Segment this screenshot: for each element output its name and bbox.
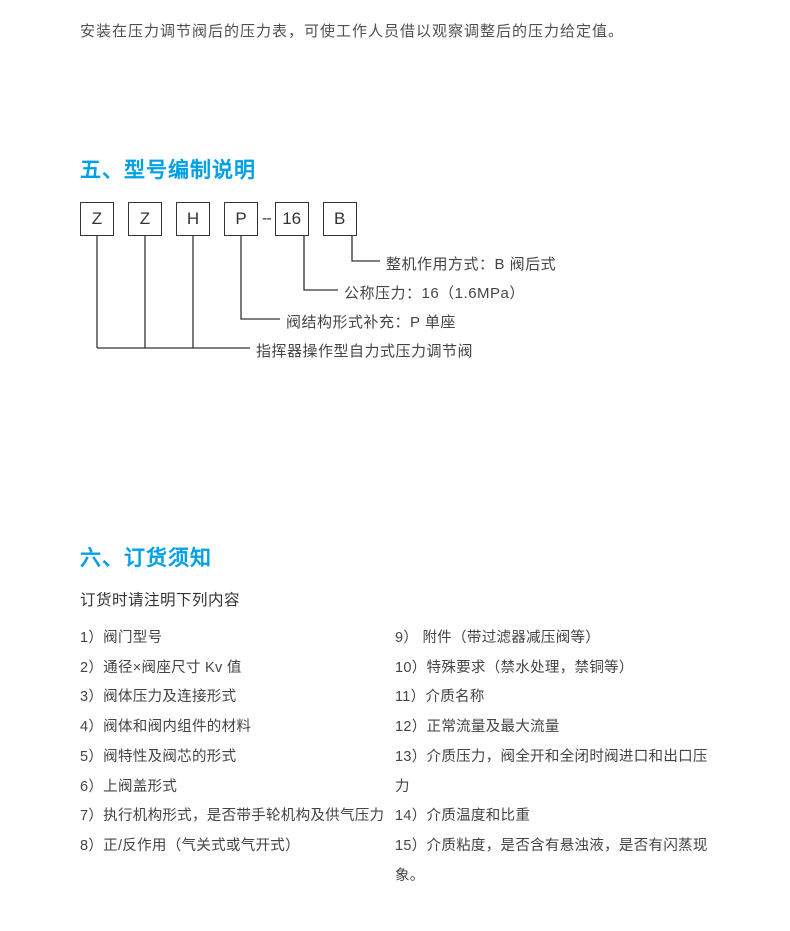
order-item: 15）介质粘度，是否含有悬浊液，是否有闪蒸现象。: [395, 832, 710, 891]
order-item: 8）正/反作用（气关式或气开式）: [80, 832, 395, 862]
order-item: 14）介质温度和比重: [395, 802, 710, 832]
order-item: 4）阀体和阀内组件的材料: [80, 713, 395, 743]
order-column-left: 1）阀门型号 2）通径×阀座尺寸 Kv 值 3）阀体压力及连接形式 4）阀体和阀…: [80, 624, 395, 891]
code-box-z2: Z: [128, 202, 162, 236]
code-box-b: B: [323, 202, 357, 236]
desc-b: 整机作用方式：B 阀后式: [386, 253, 556, 274]
order-item: 13）介质压力，阀全开和全闭时阀进口和出口压力: [395, 743, 710, 802]
section6-heading: 六、订货须知: [80, 542, 710, 572]
order-item: 10）特殊要求（禁水处理，禁铜等）: [395, 654, 710, 684]
section5-heading: 五、型号编制说明: [80, 154, 710, 184]
code-boxes-row: Z Z H P -- 16 B: [80, 202, 710, 236]
code-box-16: 16: [275, 202, 309, 236]
order-item: 9） 附件（带过滤器减压阀等）: [395, 624, 710, 654]
code-separator: --: [258, 210, 275, 228]
order-item: 11）介质名称: [395, 683, 710, 713]
code-box-z1: Z: [80, 202, 114, 236]
intro-paragraph: 安装在压力调节阀后的压力表，可使工作人员借以观察调整后的压力给定值。: [80, 20, 710, 44]
desc-zzh: 指挥器操作型自力式压力调节阀: [256, 340, 473, 361]
order-columns: 1）阀门型号 2）通径×阀座尺寸 Kv 值 3）阀体压力及连接形式 4）阀体和阀…: [80, 624, 710, 891]
order-item: 12）正常流量及最大流量: [395, 713, 710, 743]
code-box-p: P: [224, 202, 258, 236]
desc-p: 阀结构形式补充：P 单座: [286, 311, 456, 332]
order-item: 1）阀门型号: [80, 624, 395, 654]
model-code-diagram: Z Z H P -- 16 B 整机作用方式：B 阀后式 公称压力：16（1.6…: [80, 202, 710, 412]
order-item: 7）执行机构形式，是否带手轮机构及供气压力: [80, 802, 395, 832]
order-item: 3）阀体压力及连接形式: [80, 683, 395, 713]
desc-16: 公称压力：16（1.6MPa）: [344, 282, 525, 303]
order-item: 6）上阀盖形式: [80, 773, 395, 803]
order-item: 5）阀特性及阀芯的形式: [80, 743, 395, 773]
code-descriptions: 整机作用方式：B 阀后式 公称压力：16（1.6MPa） 阀结构形式补充：P 单…: [80, 236, 680, 416]
order-column-right: 9） 附件（带过滤器减压阀等） 10）特殊要求（禁水处理，禁铜等） 11）介质名…: [395, 624, 710, 891]
code-box-h: H: [176, 202, 210, 236]
order-item: 2）通径×阀座尺寸 Kv 值: [80, 654, 395, 684]
order-subtitle: 订货时请注明下列内容: [80, 588, 710, 610]
